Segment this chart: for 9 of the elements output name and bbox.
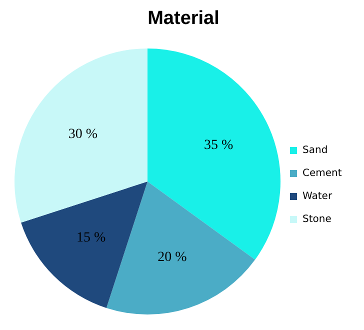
data-label: 15 % bbox=[76, 230, 106, 246]
data-label: 35 % bbox=[204, 138, 234, 153]
data-label: 20 % bbox=[158, 250, 188, 265]
legend-label: Water bbox=[302, 191, 333, 202]
legend-label: Sand bbox=[302, 145, 328, 156]
data-label: 30 % bbox=[68, 127, 98, 142]
legend-label: Stone bbox=[302, 214, 332, 225]
chart-title: Material bbox=[148, 8, 220, 29]
legend-label: Cement bbox=[302, 168, 342, 179]
